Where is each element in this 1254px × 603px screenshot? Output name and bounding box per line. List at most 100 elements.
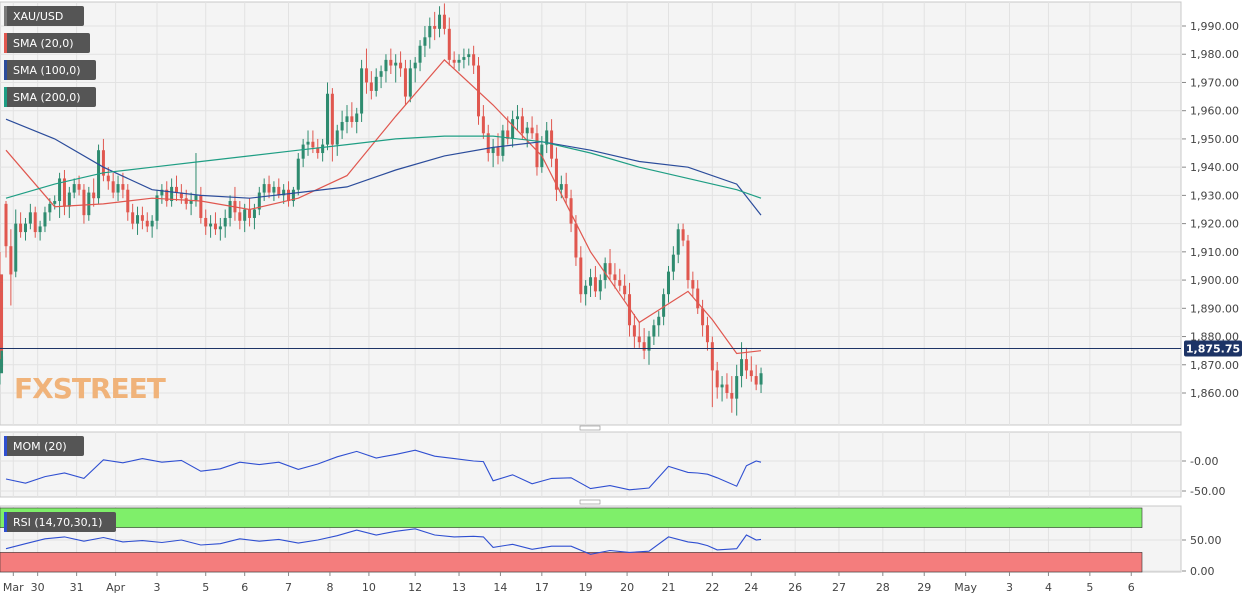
x-tick-label: 29: [917, 581, 931, 594]
candle-body: [194, 195, 198, 202]
candle-body: [515, 116, 519, 120]
x-tick-label: 12: [408, 581, 422, 594]
candle-body: [428, 26, 432, 38]
rsi-title-text: RSI (14,70,30,1): [13, 516, 102, 529]
x-tick-label: 13: [452, 581, 466, 594]
legend-item[interactable]: XAU/USD: [4, 6, 84, 26]
candle-body: [554, 158, 558, 190]
candle-body: [325, 93, 330, 145]
candle: [666, 265, 670, 303]
candle: [637, 322, 641, 348]
candle-body: [223, 217, 227, 227]
candle-body: [608, 263, 612, 275]
candle: [218, 217, 222, 241]
candle-body: [379, 71, 383, 77]
candle-body: [696, 288, 700, 309]
rsi-oversold-band: [0, 552, 1143, 573]
price-y-tick-label: 1,870.00: [1190, 359, 1239, 372]
candle-body: [72, 184, 76, 193]
price-y-tick-label: 1,990.00: [1190, 20, 1239, 33]
candle: [589, 268, 593, 298]
candle-body: [403, 68, 407, 97]
legend-item[interactable]: SMA (100,0): [4, 60, 96, 80]
candle-body: [111, 181, 115, 193]
candle-body: [628, 294, 632, 326]
momentum-title[interactable]: MOM (20): [4, 436, 84, 456]
x-tick-label: Mar: [3, 581, 24, 594]
legend-item[interactable]: SMA (200,0): [4, 87, 96, 107]
panel-resize-handle[interactable]: [579, 425, 601, 431]
x-tick-label: 22: [705, 581, 719, 594]
x-tick-label: 21: [661, 581, 675, 594]
candle-body: [67, 192, 71, 207]
candle-body: [155, 195, 159, 221]
candle: [14, 209, 18, 278]
x-tick-label: 3: [1006, 581, 1013, 594]
x-tick-label: 5: [1086, 581, 1093, 594]
candle: [394, 54, 398, 83]
candle: [481, 105, 485, 139]
candle-body: [715, 370, 719, 388]
candle-body: [545, 130, 549, 145]
price-y-tick-label: 1,890.00: [1190, 302, 1239, 315]
candle-body: [296, 158, 300, 190]
x-tick-label: 26: [788, 581, 802, 594]
legend-item-text: SMA (100,0): [13, 64, 81, 77]
candle-body: [647, 336, 651, 351]
legend-item-color-swatch: [4, 87, 7, 107]
rsi-y-tick-label: 0.00: [1190, 565, 1215, 578]
candle: [472, 45, 476, 74]
x-tick-label: 20: [620, 581, 634, 594]
candle-body: [666, 271, 670, 295]
candle: [511, 110, 515, 148]
candle: [335, 124, 339, 156]
candle: [389, 48, 393, 74]
candle: [467, 48, 471, 66]
rsi-line: [5, 528, 762, 555]
candle-body: [725, 384, 729, 393]
candle-body: [209, 223, 213, 227]
candle-body: [316, 147, 320, 154]
candle: [593, 265, 597, 298]
legend-item-box: [4, 87, 96, 107]
rsi-title[interactable]: RSI (14,70,30,1): [4, 512, 116, 532]
candle-body: [491, 147, 495, 154]
candle-body: [637, 336, 641, 343]
candle: [72, 178, 76, 199]
candle: [681, 223, 685, 247]
panel-resize-handle[interactable]: [579, 499, 601, 505]
candle: [355, 107, 359, 134]
candle: [131, 203, 135, 230]
candle: [4, 201, 8, 258]
candle: [442, 3, 446, 35]
candle: [413, 57, 417, 83]
candle-body: [43, 212, 47, 227]
candle-body: [408, 68, 412, 97]
legend-item[interactable]: SMA (20,0): [4, 33, 90, 53]
candle-body: [681, 229, 685, 241]
legend-item-text: XAU/USD: [13, 10, 63, 23]
candle-body: [262, 184, 266, 193]
candle: [520, 107, 524, 139]
candle-body: [248, 209, 252, 218]
candle: [462, 48, 466, 69]
candle-body: [340, 121, 344, 131]
candle-body: [652, 325, 656, 337]
candle: [584, 280, 588, 306]
candle: [19, 212, 23, 238]
candle-body: [438, 14, 442, 29]
candle-body: [369, 82, 373, 91]
x-tick-label: 31: [70, 581, 84, 594]
candle: [642, 328, 646, 360]
candle-body: [662, 294, 666, 317]
candle-body: [199, 195, 203, 218]
candle: [43, 206, 47, 233]
candle: [0, 356, 4, 385]
candle: [623, 274, 627, 300]
candle: [136, 206, 140, 235]
candle-body: [33, 212, 37, 233]
candle: [598, 274, 602, 300]
candle-body: [759, 373, 763, 385]
current-price-label: 1,875.75: [1186, 343, 1240, 356]
